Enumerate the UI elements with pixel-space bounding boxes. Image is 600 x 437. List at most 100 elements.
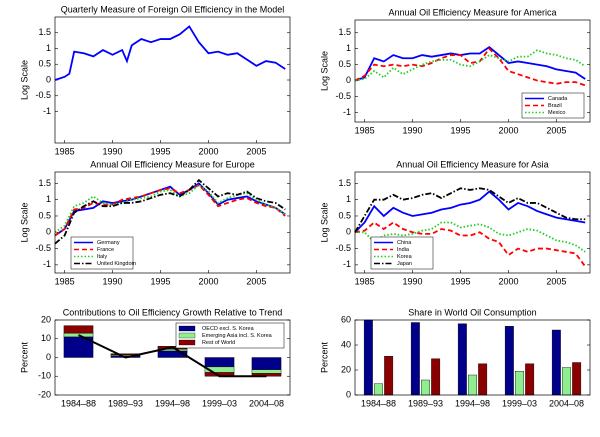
- bar: [431, 358, 441, 396]
- bar: [515, 371, 524, 396]
- y-axis-label: Log Scale: [319, 51, 329, 91]
- legend-label: Germany: [97, 240, 120, 246]
- y-tick-label: -10: [38, 371, 51, 381]
- bar: [384, 356, 394, 396]
- y-tick-label: -1: [343, 259, 351, 269]
- y-tick-label: 0: [346, 227, 351, 237]
- x-tick-label: 2000: [498, 276, 518, 286]
- y-axis-label: Percent: [319, 341, 329, 373]
- x-tick-label: 1989–93: [108, 398, 143, 408]
- x-tick-label: 2000: [498, 125, 518, 135]
- legend-swatch: [178, 332, 196, 339]
- legend-label: Canada: [548, 96, 568, 102]
- y-tick-label: 40: [341, 339, 351, 349]
- series-line: [354, 45, 586, 82]
- axes-box: [354, 19, 591, 123]
- axes-box: [354, 171, 591, 274]
- y-tick-label: -0.5: [35, 90, 51, 100]
- bar: [468, 374, 477, 396]
- x-tick-label: 1985: [55, 146, 75, 156]
- legend-label: Brazil: [548, 103, 562, 109]
- bar: [457, 323, 467, 396]
- legend-label: Korea: [397, 254, 413, 260]
- x-tick-label: 1994–98: [455, 398, 490, 408]
- legend-swatch: [178, 339, 196, 346]
- series-line: [354, 190, 586, 233]
- axes-box: [54, 319, 291, 396]
- legend-label: Emerging Asia incl. S. Korea: [202, 333, 273, 339]
- x-tick-label: 1984–88: [61, 398, 96, 408]
- y-tick-label: 1: [46, 194, 51, 204]
- x-tick-label: 1985: [355, 276, 375, 286]
- legend-label: United Kingdom: [97, 261, 137, 267]
- series-line: [54, 182, 286, 237]
- y-tick-label: 0: [46, 227, 51, 237]
- legend-label: China: [397, 240, 412, 246]
- bar-segment: [251, 357, 282, 370]
- chart-title: Share in World Oil Consumption: [408, 307, 536, 317]
- legend-label: France: [97, 247, 114, 253]
- series-line: [355, 221, 586, 253]
- bar: [478, 363, 488, 396]
- y-tick-label: 0: [46, 74, 51, 84]
- x-tick-label: 1989–93: [408, 398, 443, 408]
- y-tick-label: -1: [43, 106, 51, 116]
- y-tick-label: 10: [41, 333, 51, 343]
- y-tick-label: 20: [341, 364, 351, 374]
- x-tick-label: 1995: [150, 276, 170, 286]
- chart-title: Quarterly Measure of Foreign Oil Efficie…: [61, 4, 284, 14]
- bar: [504, 326, 514, 396]
- y-tick-label: -0.5: [335, 91, 351, 101]
- legend-label: OECD excl. S. Korea: [202, 326, 255, 332]
- y-tick-label: 0.5: [38, 210, 51, 220]
- x-tick-label: 1990: [403, 276, 423, 286]
- y-tick-label: 0.5: [338, 210, 351, 220]
- y-axis-label: Log Scale: [319, 202, 329, 242]
- axes-box: [54, 171, 291, 274]
- x-tick-label: 1995: [450, 276, 470, 286]
- y-tick-label: 1.5: [338, 178, 351, 188]
- y-tick-label: -0.5: [35, 243, 51, 253]
- legend-label: Italy: [97, 254, 107, 260]
- y-tick-label: -0.5: [335, 243, 351, 253]
- x-tick-label: 2005: [246, 276, 266, 286]
- y-axis-label: Percent: [19, 341, 29, 373]
- series-line: [354, 187, 586, 233]
- bar: [562, 367, 571, 396]
- x-tick-label: 2005: [546, 276, 566, 286]
- x-tick-label: 1985: [55, 276, 75, 286]
- bar-segment: [204, 357, 235, 368]
- bar-segment: [251, 369, 282, 374]
- y-axis-label: Log Scale: [19, 202, 29, 242]
- bar: [363, 319, 373, 396]
- panel: Annual Oil Efficiency Measure for Americ…: [319, 7, 591, 135]
- chart-title: Annual Oil Efficiency Measure for Europe: [90, 159, 254, 169]
- series-line: [354, 49, 586, 82]
- x-tick-label: 1990: [103, 276, 123, 286]
- y-tick-label: 1.5: [338, 27, 351, 37]
- y-tick-label: 0: [346, 75, 351, 85]
- x-tick-label: 1994–98: [155, 398, 190, 408]
- bar: [525, 363, 535, 396]
- y-tick-label: 0: [346, 389, 351, 399]
- legend-label: Japan: [397, 261, 412, 267]
- y-tick-label: 1.5: [38, 27, 51, 37]
- x-tick-label: 1990: [103, 146, 123, 156]
- y-tick-label: -20: [38, 389, 51, 399]
- panel: Share in World Oil Consumption Percent 0 20…: [319, 307, 591, 408]
- axes-box: [354, 319, 591, 396]
- x-tick-label: 2004–08: [249, 398, 284, 408]
- total-line: [78, 334, 267, 378]
- legend-box: [521, 92, 585, 119]
- x-tick-label: 2004–08: [549, 398, 584, 408]
- x-tick-label: 2005: [246, 146, 266, 156]
- chart-title: Contributions to Oil Efficiency Growth R…: [63, 307, 282, 317]
- legend-label: Mexico: [548, 110, 565, 116]
- legend-label: India: [397, 247, 410, 253]
- y-tick-label: 0.5: [338, 59, 351, 69]
- bar: [551, 329, 561, 396]
